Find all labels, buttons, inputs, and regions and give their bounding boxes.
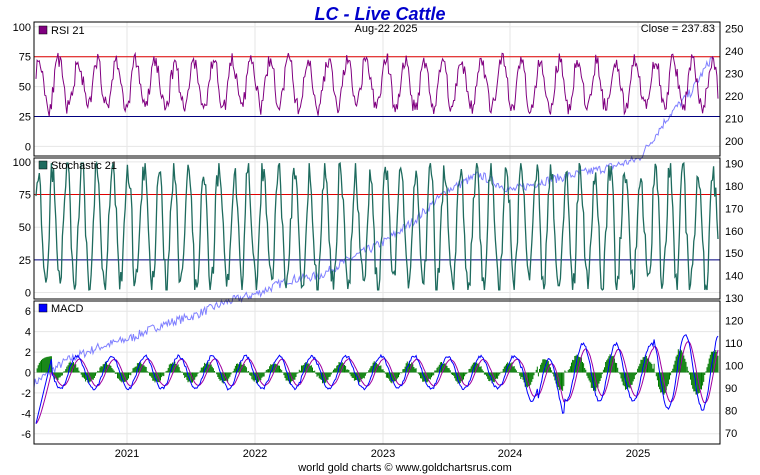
price-layer — [33, 55, 714, 388]
price-tick-label: 210 — [725, 114, 743, 126]
y-tick-label: 0 — [25, 141, 31, 153]
price-tick-label: 100 — [725, 360, 743, 372]
x-tick-label: 2022 — [243, 448, 267, 460]
close-label: Close = 237.83 — [641, 23, 715, 35]
panel-frame — [33, 157, 721, 300]
y-tick-label: 50 — [19, 82, 31, 94]
x-tick-label: 2023 — [371, 448, 395, 460]
y-tick-label: -6 — [21, 429, 31, 441]
x-tick-label: 2024 — [498, 448, 522, 460]
macd-signal-line — [35, 341, 719, 424]
frame-layer — [33, 21, 721, 445]
y-tick-label: 0 — [25, 287, 31, 299]
panel-frame — [33, 21, 721, 157]
price-tick-label: 180 — [725, 181, 743, 193]
price-tick-label: 200 — [725, 136, 743, 148]
date-label: Aug-22 2025 — [355, 23, 418, 35]
price-tick-label: 250 — [725, 24, 743, 36]
macd-legend-label: MACD — [51, 303, 83, 315]
price-tick-label: 80 — [725, 405, 737, 417]
macd-legend-swatch — [38, 303, 48, 313]
y-tick-label: 100 — [13, 157, 31, 169]
price-tick-label: 240 — [725, 46, 743, 58]
price-line — [33, 55, 714, 388]
y-tick-label: 75 — [19, 190, 31, 202]
price-tick-label: 160 — [725, 226, 743, 238]
y-tick-label: 50 — [19, 222, 31, 234]
price-tick-label: 70 — [725, 428, 737, 440]
price-tick-label: 190 — [725, 158, 743, 170]
y-tick-label: 25 — [19, 255, 31, 267]
price-tick-label: 170 — [725, 203, 743, 215]
price-tick-label: 220 — [725, 91, 743, 103]
macd-line — [35, 334, 719, 424]
price-tick-label: 120 — [725, 316, 743, 328]
macd-histogram — [36, 349, 719, 395]
y-tick-label: 25 — [19, 112, 31, 124]
price-tick-label: 140 — [725, 271, 743, 283]
price-tick-label: 110 — [725, 338, 743, 350]
x-tick-label: 2021 — [115, 448, 139, 460]
y-tick-label: 2 — [25, 347, 31, 359]
y-tick-label: 0 — [25, 368, 31, 380]
y-tick-label: 75 — [19, 52, 31, 64]
y-tick-label: 6 — [25, 306, 31, 318]
footer-credit: world gold charts © www.goldchartsrus.co… — [297, 462, 512, 474]
grid-layer — [34, 22, 720, 444]
stochastic-legend-swatch — [38, 160, 48, 170]
y-tick-label: -2 — [21, 388, 31, 400]
y-tick-label: 100 — [13, 22, 31, 34]
x-tick-label: 2025 — [626, 448, 650, 460]
price-tick-label: 130 — [725, 293, 743, 305]
price-tick-label: 230 — [725, 69, 743, 81]
rsi-line — [35, 51, 719, 117]
rsi-legend-swatch — [38, 25, 48, 35]
tick-layer: 2021 2022 2023 2024 202510075502501007550250… — [13, 22, 744, 460]
rsi-legend-label: RSI 21 — [51, 25, 85, 37]
stochastic-line — [35, 160, 719, 291]
price-tick-label: 150 — [725, 248, 743, 260]
indicator-layer — [34, 51, 720, 424]
stochastic-legend-label: Stochastic 21 — [51, 160, 117, 172]
price-tick-label: 90 — [725, 383, 737, 395]
y-tick-label: -4 — [21, 408, 31, 420]
y-tick-label: 4 — [25, 327, 31, 339]
chart-title: LC - Live Cattle — [314, 4, 445, 24]
panel-frame — [33, 300, 721, 445]
